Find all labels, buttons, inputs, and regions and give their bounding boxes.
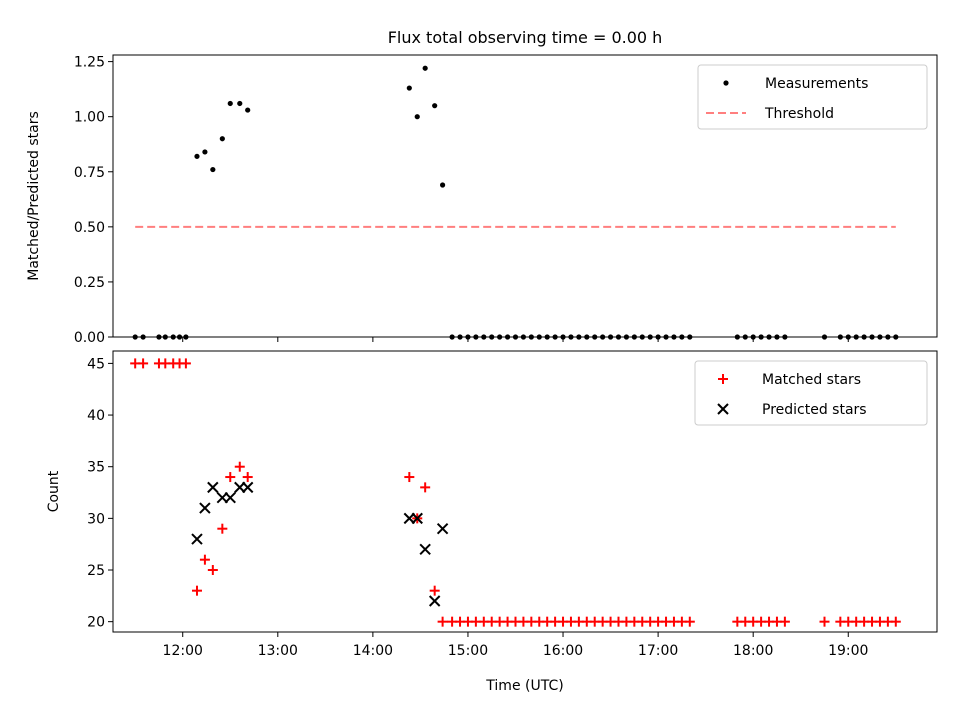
panel1-point [407,85,412,90]
panel1-point [245,107,250,112]
panel1-ytick-label: 0.75 [74,165,105,181]
panel2-ytick-label: 20 [87,615,105,631]
panel1-ytick-label: 0.50 [74,220,105,236]
panel1-point [202,149,207,154]
panel2-ytick-label: 45 [87,356,105,372]
chart-title: Flux total observing time = 0.00 h [388,28,663,47]
panel1-ytick-label: 1.00 [74,110,105,126]
panel1-point [423,66,428,71]
panel2-ytick-label: 40 [87,408,105,424]
panel1-point [432,103,437,108]
panel2-xtick-label: 18:00 [733,643,773,659]
panel1-point [194,154,199,159]
panel1-legend-label: Threshold [764,106,834,122]
panel1-ytick-label: 1.25 [74,55,105,71]
panel1-ytick-label: 0.00 [74,330,105,346]
panel2-xtick-label: 16:00 [543,643,583,659]
panel1-legend: Measurements Threshold [698,65,927,129]
panel1-legend-label: Measurements [765,76,868,92]
panel1-ytick-label: 0.25 [74,275,105,291]
panel1-point [228,101,233,106]
panel1-point [415,114,420,119]
panel2-ytick-label: 25 [87,563,105,579]
panel2-ytick-label: 30 [87,511,105,527]
panel1-point [237,101,242,106]
panel2-xtick-label: 12:00 [163,643,203,659]
panel1-point [220,136,225,141]
panel2-legend-label: Matched stars [762,372,861,388]
panel2-xtick-label: 14:00 [353,643,393,659]
panel2-ylabel: Count [46,470,62,512]
panel1-point [440,182,445,187]
panel2-legend-label: Predicted stars [762,402,867,418]
panel2-legend: Matched stars Predicted stars [695,361,927,425]
figure: Flux total observing time = 0.00 h 0.00 0.… [0,0,960,720]
panel1-legend-marker [723,80,728,85]
panel2-ytick-label: 35 [87,460,105,476]
panel2-xtick-label: 15:00 [448,643,488,659]
panel2-xlabel: Time (UTC) [485,678,563,694]
panel2-xtick-label: 13:00 [258,643,298,659]
panel2-xtick-label: 17:00 [638,643,678,659]
panel1-ylabel: Matched/Predicted stars [26,111,42,281]
panel1-point [210,167,215,172]
panel2-xtick-label: 19:00 [828,643,868,659]
